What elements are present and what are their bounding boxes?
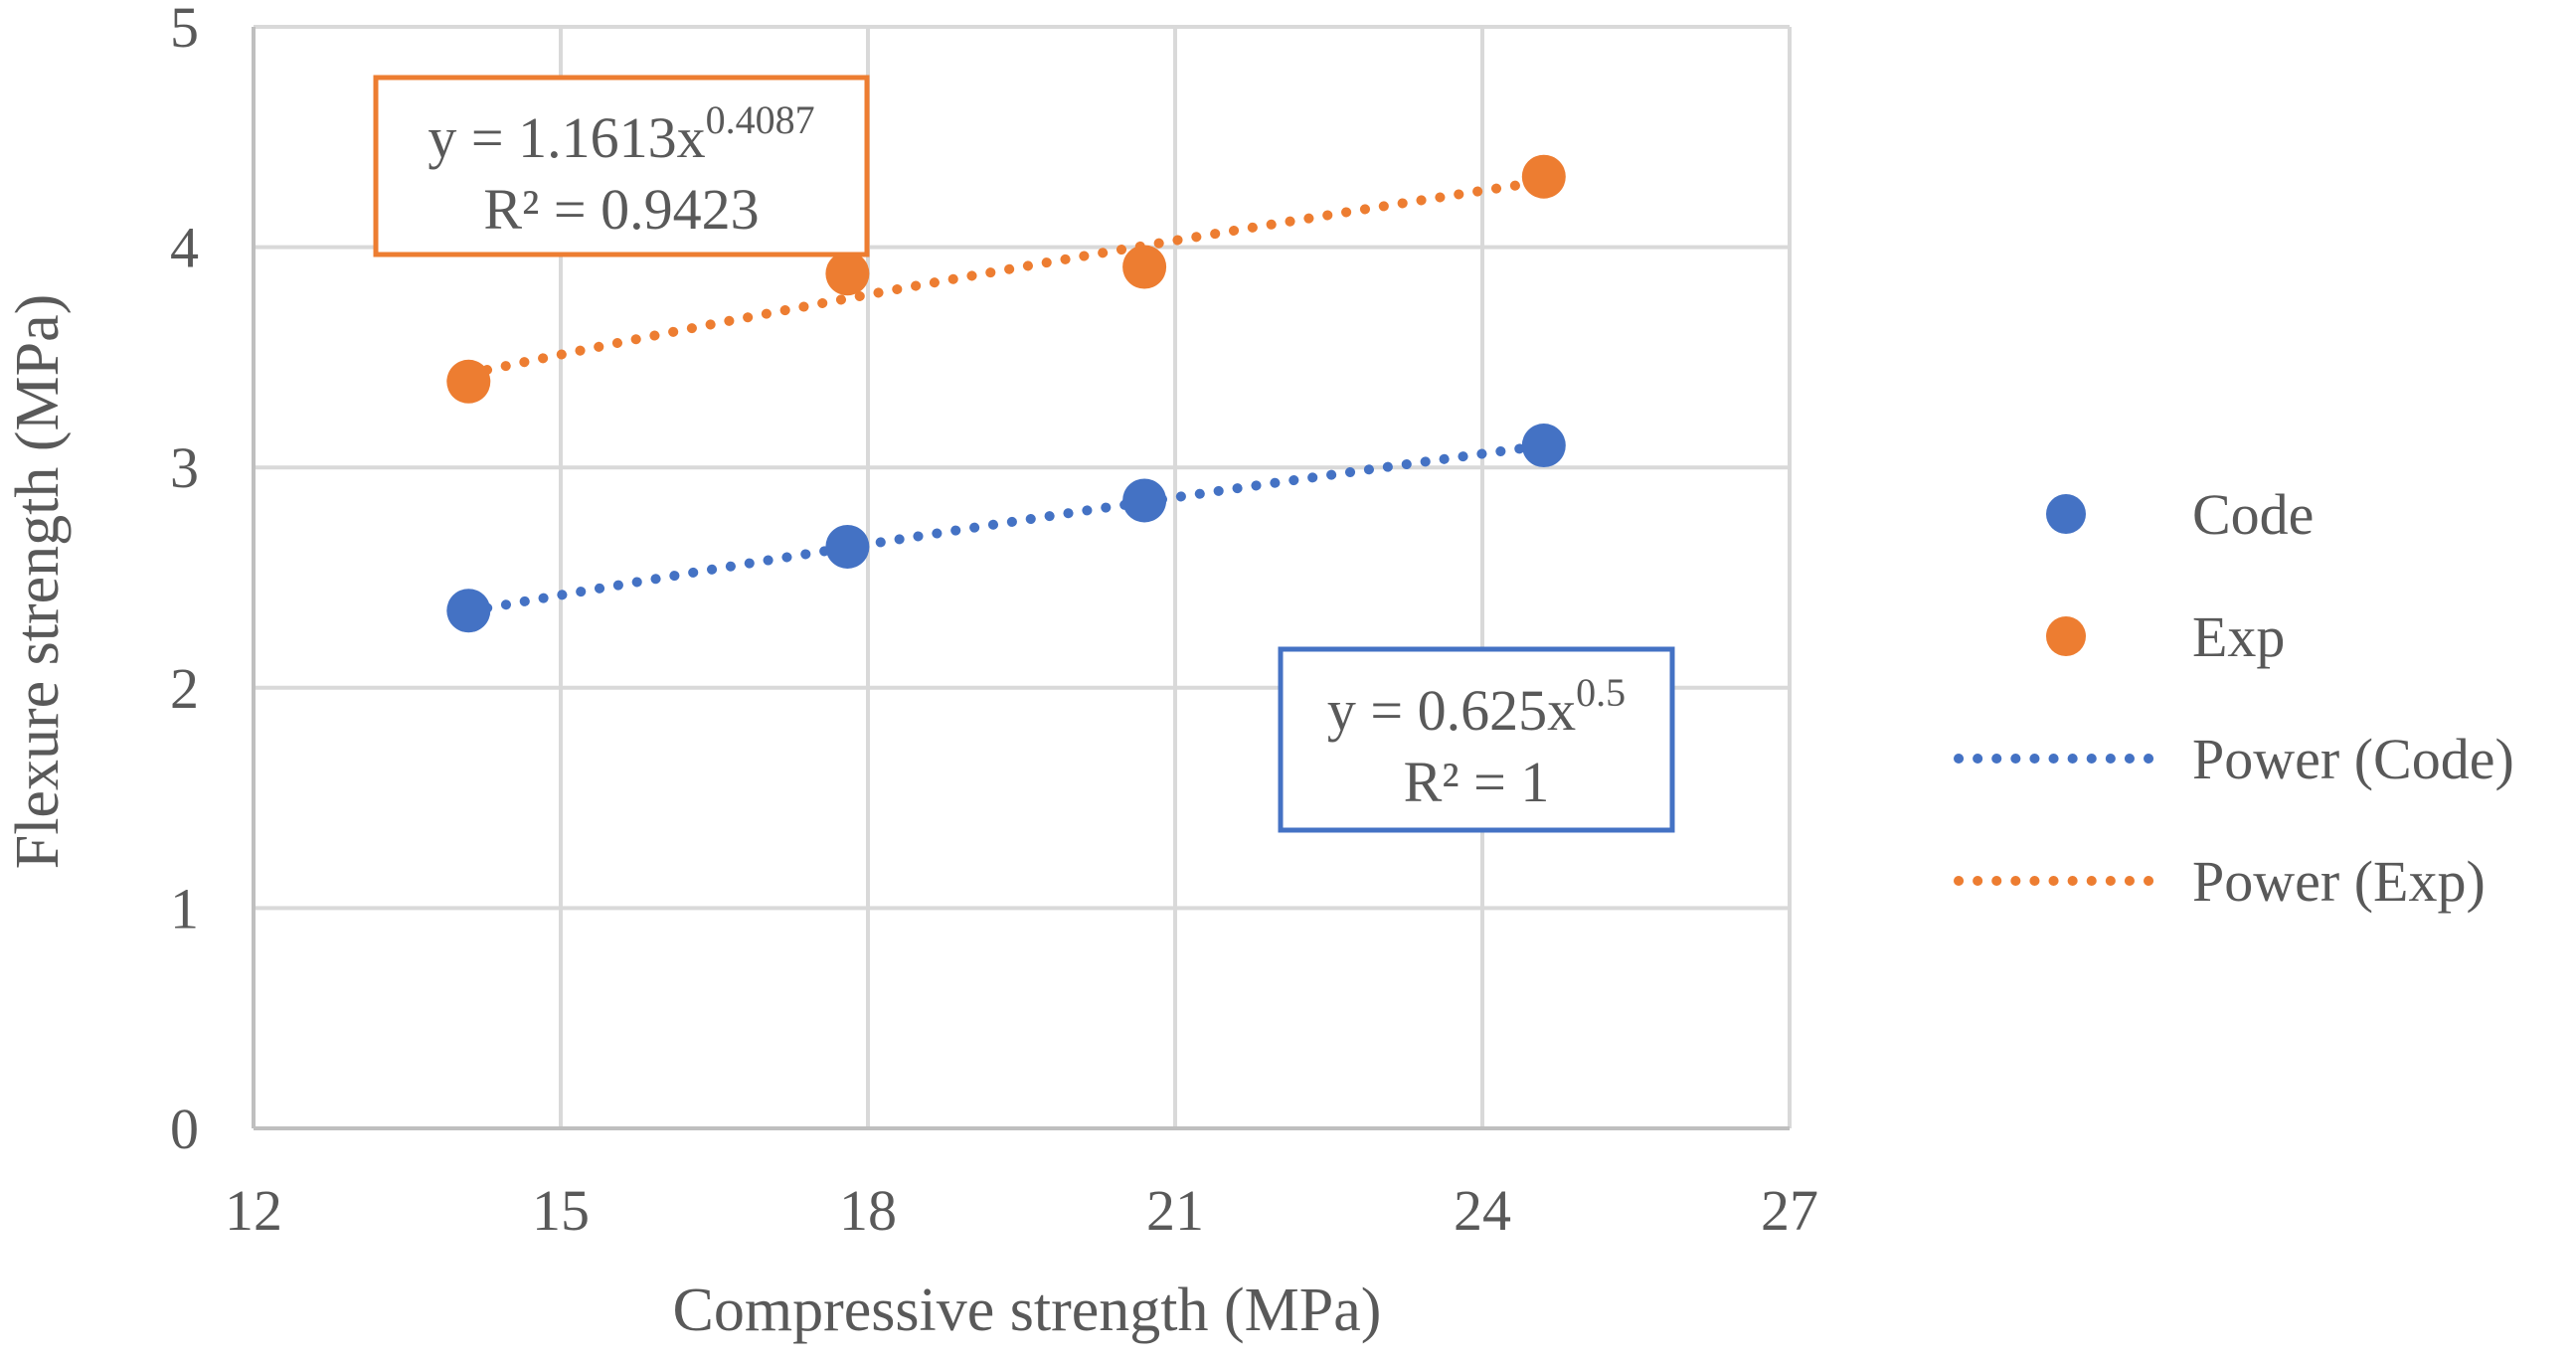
x-tick-label: 27 [1761,1178,1818,1243]
exp-equation-exponent: 0.4087 [706,97,815,142]
trendlines [463,176,1549,616]
y-axis-title: Flexure strength (MPa) [4,294,72,870]
code-equation-box: y = 0.625x0.5 R² = 1 [1278,646,1675,833]
point-exp [825,252,870,296]
y-tick-label: 1 [170,876,199,940]
point-code [825,524,870,569]
legend-label-exp: Exp [2192,604,2285,669]
exp-r2: R² = 0.9423 [483,177,759,242]
legend-item-power-code: Power (Code) [1954,727,2514,791]
y-tick-label: 2 [170,656,199,721]
point-exp [1521,154,1566,199]
x-tick-label: 15 [532,1178,590,1243]
point-code [1521,424,1566,468]
x-tick-label: 24 [1454,1178,1511,1243]
legend-label-power-exp: Power (Exp) [2192,849,2486,914]
exp-equation: y = 1.1613x0.4087 [428,97,814,170]
legend: Code Exp Power (Code) Power (Exp) [1954,482,2514,914]
exp-equation-box: y = 1.1613x0.4087 R² = 0.9423 [373,75,870,257]
point-exp [446,359,491,404]
exp-equation-base: y = 1.1613x [428,105,705,170]
exp-equation-border [373,75,870,257]
point-exp [1122,245,1167,289]
x-tick-label: 21 [1146,1178,1204,1243]
data-points [446,154,1566,633]
y-tick-label: 0 [170,1097,199,1161]
x-tick-labels: 12 15 18 21 24 27 [225,1178,1818,1243]
trendline-code [463,440,1549,616]
legend-marker-code [2046,494,2086,534]
code-equation: y = 0.625x0.5 [1327,670,1626,743]
y-tick-label: 5 [170,0,199,60]
legend-label-code: Code [2192,482,2314,547]
x-tick-label: 18 [839,1178,897,1243]
x-axis-title: Compressive strength (MPa) [673,1277,1382,1344]
y-tick-label: 4 [170,216,199,280]
y-tick-labels: 0 1 2 3 4 5 [170,0,199,1161]
code-equation-border [1278,646,1675,833]
code-equation-exponent: 0.5 [1576,670,1626,715]
code-r2: R² = 1 [1404,750,1550,814]
axes [252,27,1790,1130]
legend-item-exp: Exp [2046,604,2285,669]
legend-item-power-exp: Power (Exp) [1954,849,2486,914]
code-equation-base: y = 0.625x [1327,678,1576,743]
point-code [446,589,491,633]
x-tick-label: 12 [225,1178,282,1243]
legend-item-code: Code [2046,482,2314,547]
trendline-exp [463,176,1549,380]
y-tick-label: 3 [170,435,199,500]
legend-marker-exp [2046,616,2086,656]
legend-label-power-code: Power (Code) [2192,727,2514,791]
point-code [1122,478,1167,523]
